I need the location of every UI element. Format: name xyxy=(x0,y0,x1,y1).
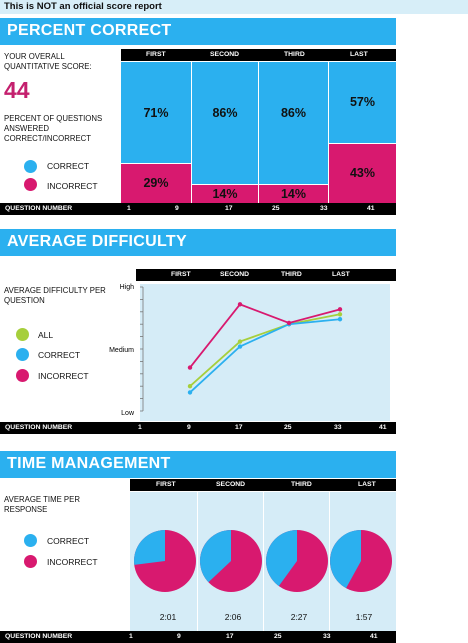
y-tick-label: High xyxy=(120,284,135,291)
segment-header-bar: FIRST SECOND THIRD LAST xyxy=(130,479,396,491)
difficulty-label: AVERAGE DIFFICULTY PER QUESTION xyxy=(4,286,106,305)
question-number: 9 xyxy=(187,424,191,431)
column-header: FIRST xyxy=(156,481,176,488)
score-label: YOUR OVERALL QUANTITATIVE SCORE: xyxy=(4,52,92,71)
difficulty-plot-area xyxy=(140,284,390,421)
legend-correct-label: CORRECT xyxy=(47,536,90,546)
question-number: 9 xyxy=(177,633,181,640)
column-header: SECOND xyxy=(220,271,250,278)
column-header: SECOND xyxy=(216,481,246,488)
column-divider xyxy=(263,492,264,633)
correct-percent-label: 86% xyxy=(212,106,238,120)
correct-percent-label: 71% xyxy=(143,106,169,120)
incorrect-percent-label: 14% xyxy=(212,186,238,201)
column-divider xyxy=(329,492,330,633)
section-title-time-management: TIME MANAGEMENT xyxy=(0,451,396,478)
all-legend-icon xyxy=(16,328,29,341)
question-number: 25 xyxy=(272,205,280,212)
incorrect-legend-icon xyxy=(24,555,37,568)
legend-correct-label: CORRECT xyxy=(47,161,90,171)
incorrect-bar xyxy=(329,144,396,204)
percent-label: PERCENT OF QUESTIONS ANSWERED CORRECT/IN… xyxy=(4,114,103,143)
time-label: AVERAGE TIME PER RESPONSE xyxy=(4,495,80,514)
question-number-label: QUESTION NUMBER xyxy=(5,424,73,431)
incorrect-legend-icon xyxy=(16,369,29,382)
question-number-label: QUESTION NUMBER xyxy=(5,633,73,640)
correct-bar xyxy=(192,62,258,184)
question-number-bar: QUESTION NUMBER 1 9 17 25 33 41 xyxy=(0,203,396,215)
question-number: 33 xyxy=(334,424,342,431)
question-number-bar: QUESTION NUMBER 1 9 17 25 33 41 xyxy=(0,422,396,434)
question-number: 17 xyxy=(226,633,234,640)
column-divider xyxy=(197,492,198,633)
legend-incorrect-label: INCORRECT xyxy=(47,557,98,567)
incorrect-bar xyxy=(259,185,328,204)
section-title-average-difficulty: AVERAGE DIFFICULTY xyxy=(0,229,396,256)
question-number-label: QUESTION NUMBER xyxy=(5,205,73,212)
y-tick-label: Low xyxy=(121,410,135,417)
avg-time-value: 1:57 xyxy=(355,612,373,622)
column-header: THIRD xyxy=(291,481,312,488)
column-header: FIRST xyxy=(171,271,191,278)
question-number: 17 xyxy=(235,424,243,431)
incorrect-bar xyxy=(192,185,258,204)
correct-bar xyxy=(329,62,396,143)
disclaimer-banner: This is NOT an official score report xyxy=(0,0,468,14)
percent-column: 86% 14% xyxy=(192,62,258,204)
question-number: 41 xyxy=(379,424,387,431)
correct-legend-icon xyxy=(16,348,29,361)
correct-percent-label: 57% xyxy=(349,95,376,109)
incorrect-percent-label: 29% xyxy=(143,176,169,190)
question-number: 1 xyxy=(138,424,142,431)
question-number: 1 xyxy=(129,633,133,640)
column-header: LAST xyxy=(358,481,376,488)
question-number: 17 xyxy=(225,205,233,212)
percent-column: 86% 14% xyxy=(259,62,328,204)
incorrect-percent-label: 43% xyxy=(349,166,376,180)
y-tick-label: Medium xyxy=(109,347,134,354)
correct-legend-icon xyxy=(24,534,37,547)
legend-all-label: ALL xyxy=(38,330,54,340)
column-header: SECOND xyxy=(210,51,240,58)
question-number: 33 xyxy=(320,205,328,212)
legend-correct-label: CORRECT xyxy=(38,350,81,360)
column-header: THIRD xyxy=(281,271,302,278)
correct-legend-icon xyxy=(24,160,37,173)
correct-percent-label: 86% xyxy=(280,106,307,120)
incorrect-legend-icon xyxy=(24,178,37,191)
question-number: 33 xyxy=(323,633,331,640)
question-number: 41 xyxy=(370,633,378,640)
section-title-percent-correct: PERCENT CORRECT xyxy=(0,18,396,45)
incorrect-bar xyxy=(121,164,191,204)
legend-incorrect-label: INCORRECT xyxy=(47,181,98,191)
column-header: LAST xyxy=(332,271,350,278)
correct-bar xyxy=(121,62,191,163)
question-number-bar: QUESTION NUMBER 1 9 17 25 33 41 xyxy=(0,631,396,643)
column-header: THIRD xyxy=(284,51,305,58)
question-number: 9 xyxy=(175,205,179,212)
percent-column: 71% 29% xyxy=(121,62,191,204)
column-header: FIRST xyxy=(146,51,166,58)
segment-header-bar: FIRST SECOND THIRD LAST xyxy=(121,49,396,61)
percent-column: 57% 43% xyxy=(329,62,396,204)
question-number: 1 xyxy=(127,205,131,212)
correct-bar xyxy=(259,62,328,184)
avg-time-value: 2:06 xyxy=(224,612,242,622)
avg-time-value: 2:27 xyxy=(290,612,308,622)
question-number: 25 xyxy=(284,424,292,431)
question-number: 25 xyxy=(274,633,282,640)
incorrect-percent-label: 14% xyxy=(280,186,307,201)
quant-score: 44 xyxy=(4,77,30,103)
legend-incorrect-label: INCORRECT xyxy=(38,371,89,381)
column-header: LAST xyxy=(350,51,368,58)
percent-correct-chart: 71% 29% 86% 14% 86% 14% 57% 43% xyxy=(121,62,396,204)
avg-time-value: 2:01 xyxy=(159,612,177,622)
question-number: 41 xyxy=(367,205,375,212)
segment-header-bar: FIRST SECOND THIRD LAST xyxy=(136,269,396,281)
